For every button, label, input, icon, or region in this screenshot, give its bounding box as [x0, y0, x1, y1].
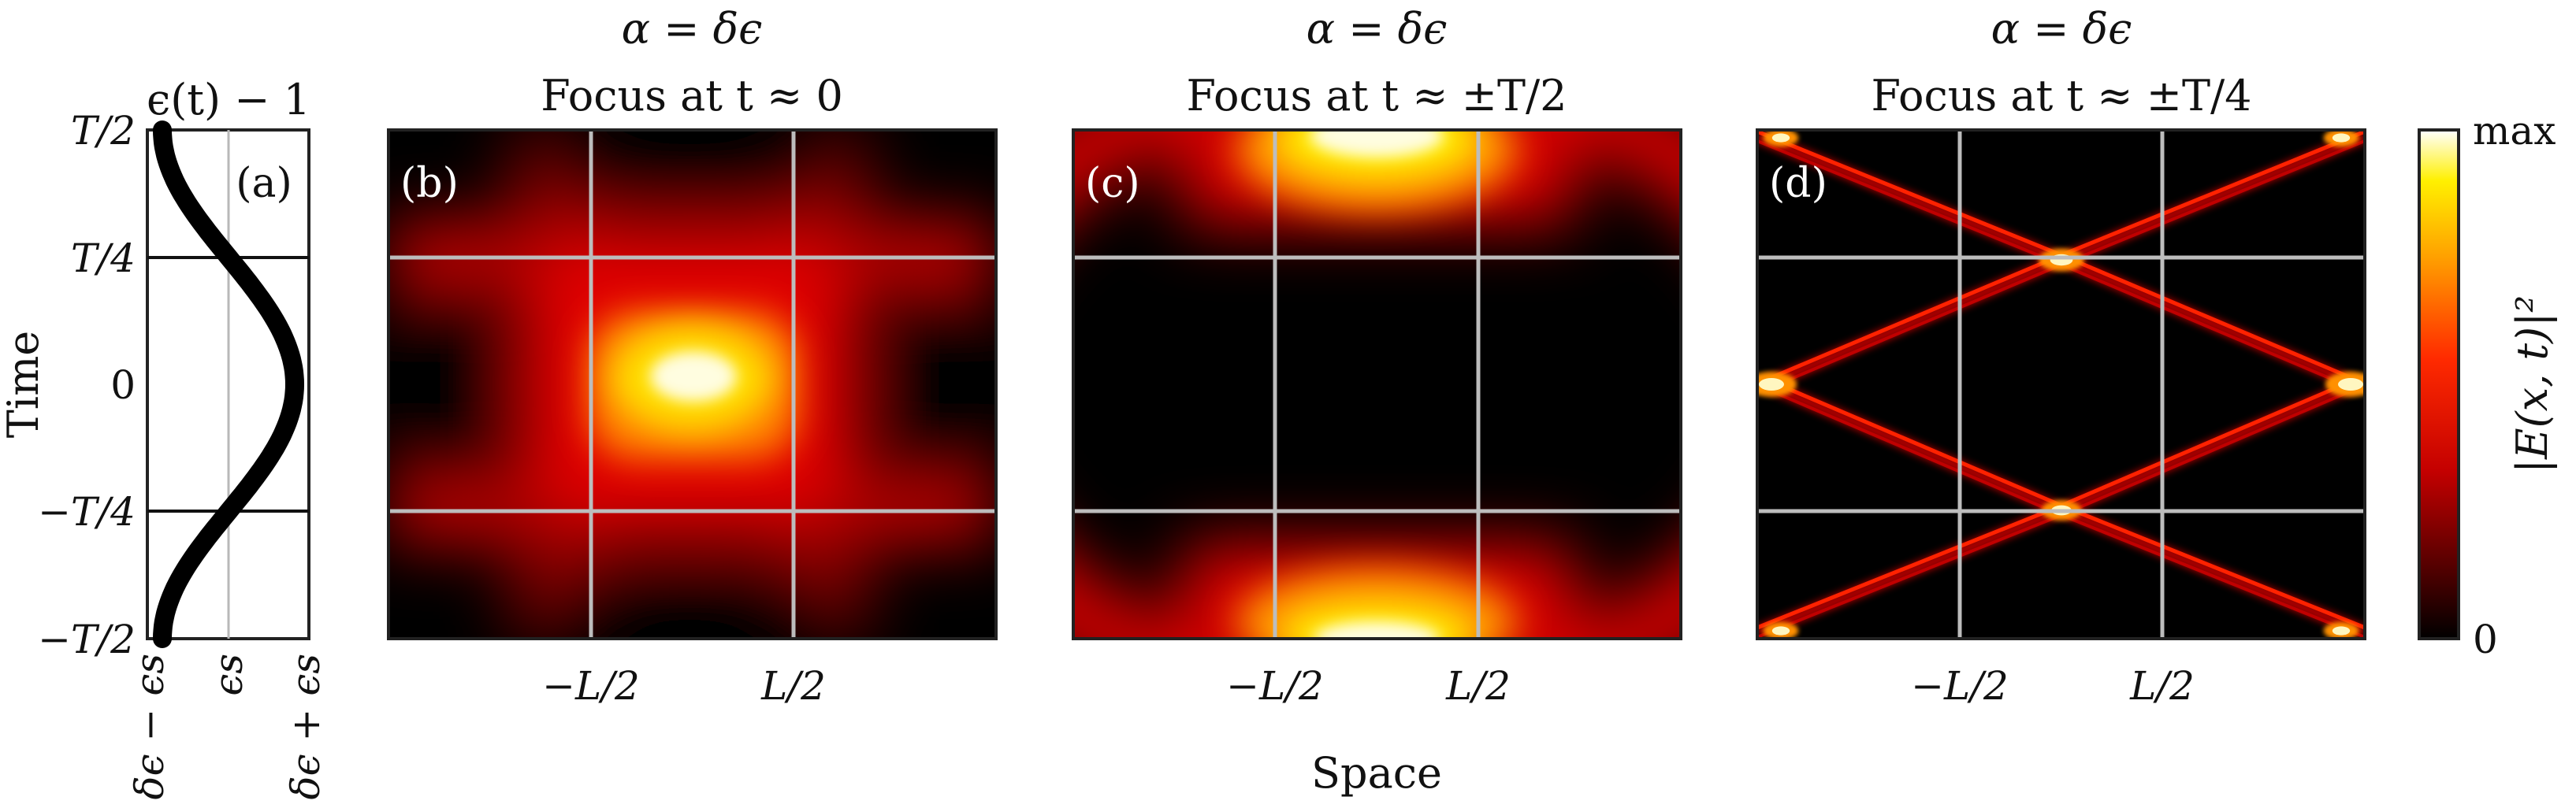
- panel-c-label: (c): [1085, 160, 1140, 207]
- beam-segment: [1757, 139, 2062, 266]
- beam-segment: [1764, 378, 2065, 517]
- beam-segment: [1766, 263, 2062, 391]
- panel-d-xtick: −L/2: [1911, 663, 2009, 709]
- focus-spot: [2338, 378, 2363, 391]
- profile-xtick: δϵ − ϵs: [127, 654, 173, 799]
- beam-segment: [2061, 387, 2356, 517]
- colorbar-tick-max: max: [2473, 108, 2556, 154]
- beam-segment: [2058, 130, 2365, 266]
- beam-segment: [1757, 513, 2062, 639]
- beam-segment: [1757, 130, 2062, 258]
- x-axis-label: Space: [1311, 748, 1442, 798]
- focus-spot: [1759, 378, 1784, 391]
- beam-segment: [1757, 504, 2064, 639]
- profile-panel: (a) ϵ(t) − 1 T/2 T/4 0 −T/4 −T/2 δϵ − ϵs…: [0, 75, 329, 799]
- panel-d-title-line2: Focus at t ≈ ±T/4: [1871, 71, 2251, 120]
- profile-ytick: T/2: [71, 108, 136, 154]
- y-axis-label: Time: [0, 331, 48, 438]
- focus-spot: [1771, 626, 1790, 636]
- heatmap-d-frame: [1756, 128, 2366, 640]
- beam-segment: [2061, 253, 2356, 382]
- beam-segment: [2058, 254, 2359, 391]
- beam-segment: [2061, 139, 2365, 266]
- profile-curve: [153, 120, 305, 648]
- beam-segment: [1766, 387, 2062, 517]
- profile-ytick: T/4: [71, 235, 136, 281]
- panel-d-label: (d): [1769, 160, 1827, 207]
- beam-segment: [2061, 377, 2356, 508]
- beam-segment: [2059, 504, 2365, 639]
- profile-title: ϵ(t) − 1: [147, 75, 310, 124]
- focus-spot: [2332, 626, 2351, 636]
- beam-segment: [1766, 377, 2062, 508]
- beam-segment: [2061, 263, 2356, 391]
- beam-segment: [2061, 503, 2365, 630]
- panel-c-title-line2: Focus at t ≈ ±T/2: [1186, 71, 1567, 120]
- profile-panel-label: (a): [236, 160, 292, 207]
- beam-segment: [1764, 254, 2065, 391]
- profile-xtick: δϵ + ϵs: [283, 654, 329, 799]
- colorbar-tick-min: 0: [2473, 617, 2498, 662]
- panel-c-xtick: L/2: [1445, 663, 1511, 709]
- focus-spot: [1771, 133, 1790, 143]
- heatmap-panel-b: (b) α = δϵ Focus at t ≈ 0 −L/2 L/2: [387, 4, 998, 709]
- profile-ytick: −T/2: [38, 617, 136, 662]
- colorbar: max 0 |E(x, t)|²: [2418, 108, 2557, 662]
- colorbar-gradient: [2418, 128, 2460, 640]
- heatmap-c-frame: [1072, 128, 1682, 640]
- heatmap-panel-c: (c) α = δϵ Focus at t ≈ ±T/2 −L/2 L/2: [1072, 4, 1682, 709]
- panel-b-xtick: −L/2: [542, 663, 640, 709]
- beam-segment: [2061, 130, 2365, 258]
- panel-b-title-line2: Focus at t ≈ 0: [541, 71, 843, 120]
- heatmap-c-field: [1073, 130, 1681, 639]
- beam-segment: [1757, 130, 2065, 266]
- profile-xtick: ϵs: [206, 654, 251, 696]
- panel-b-label: (b): [400, 160, 459, 207]
- panel-d-xtick: L/2: [2129, 663, 2195, 709]
- focus-spot: [2332, 133, 2351, 143]
- heatmap-d-background: [1757, 130, 2365, 639]
- heatmap-d-field: [1757, 130, 2365, 639]
- profile-ytick: −T/4: [38, 489, 136, 535]
- panel-d-title-line1: α = δϵ: [1991, 4, 2132, 54]
- profile-ytick: 0: [110, 362, 136, 408]
- colorbar-label: |E(x, t)|²: [2507, 295, 2557, 473]
- panel-c-title-line1: α = δϵ: [1307, 4, 1448, 54]
- heatmap-b-frame: [387, 128, 998, 640]
- beam-segment: [2061, 513, 2365, 639]
- panel-b-xtick: L/2: [760, 663, 826, 709]
- beam-segment: [2058, 378, 2359, 517]
- heatmap-panel-d: (d) α = δϵ Focus at t ≈ ±T/4 −L/2 L/2: [1756, 4, 2366, 709]
- panel-c-xtick: −L/2: [1226, 663, 1324, 709]
- beam-segment: [1766, 253, 2062, 382]
- panel-b-title-line1: α = δϵ: [622, 4, 763, 54]
- beam-segment: [1757, 503, 2062, 630]
